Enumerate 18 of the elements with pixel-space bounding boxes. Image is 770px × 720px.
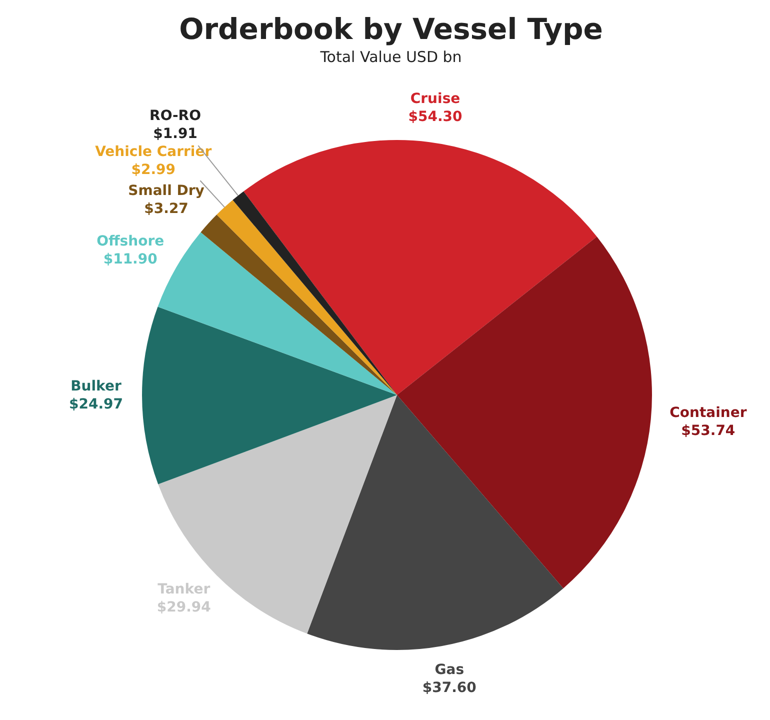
- chart-title: Orderbook by Vessel Type: [178, 12, 604, 46]
- slice-label: Cruise: [410, 90, 460, 107]
- slice-label: Container: [670, 405, 747, 422]
- slice-label: Vehicle Carrier: [95, 144, 212, 160]
- slice-label: Offshore: [96, 233, 164, 250]
- data-label: $37.60: [422, 680, 477, 696]
- slice-label: RO-RO: [150, 108, 202, 124]
- data-label: $24.97: [68, 396, 124, 412]
- data-label: $1.91: [153, 126, 198, 142]
- slice-label: Gas: [434, 662, 464, 678]
- data-label: $11.90: [103, 251, 158, 268]
- data-label: $54.30: [408, 108, 463, 125]
- slice-label: Bulker: [70, 378, 122, 394]
- data-label: $3.27: [144, 201, 188, 218]
- data-label: $2.99: [131, 162, 176, 178]
- chart-subtitle: Total Value USD bn: [319, 48, 463, 66]
- data-label: $53.74: [681, 423, 736, 440]
- slice-label: Small Dry: [128, 183, 204, 200]
